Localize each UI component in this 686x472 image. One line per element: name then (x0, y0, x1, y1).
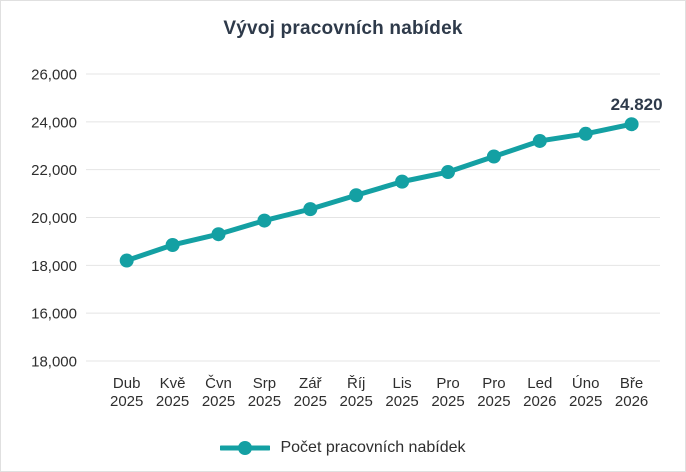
x-axis-tick-label: Čvn 2025 (202, 375, 235, 410)
data-point[interactable] (165, 237, 180, 252)
series-line (124, 121, 635, 264)
x-axis-tick-label: Pro 2025 (431, 375, 464, 410)
legend-line-marker-icon (220, 441, 271, 455)
data-point[interactable] (119, 253, 134, 268)
data-point[interactable] (624, 117, 639, 132)
last-point-value-label: 24.820 (611, 95, 663, 114)
y-axis-tick-label: 18,000 (31, 353, 77, 370)
x-axis-tick-label: Dub 2025 (110, 375, 143, 410)
x-axis-tick-label: Zář 2025 (294, 375, 327, 410)
y-axis-tick-label: 16,000 (31, 306, 77, 323)
data-point[interactable] (349, 188, 364, 203)
y-axis-tick-label: 24,000 (31, 114, 77, 131)
legend-label: Počet pracovních nabídek (280, 439, 466, 456)
x-axis-tick-label: Pro 2025 (477, 375, 510, 410)
y-axis-tick-label: 18,000 (31, 258, 77, 275)
x-axis-tick-label: Kvě 2025 (156, 375, 189, 410)
y-axis-tick-label: 26,000 (31, 67, 77, 84)
x-axis-tick-label: Led 2026 (523, 375, 556, 410)
data-point[interactable] (395, 174, 410, 189)
x-axis-tick-label: Bře 2026 (615, 375, 648, 410)
data-point[interactable] (211, 227, 226, 242)
data-point[interactable] (578, 126, 593, 141)
x-axis-tick-label: Lis 2025 (385, 375, 418, 410)
chart-title: Vývoj pracovních nabídek (223, 18, 463, 39)
data-point[interactable] (441, 165, 455, 180)
data-point[interactable] (532, 133, 547, 148)
data-point[interactable] (257, 213, 272, 228)
y-axis-tick-label: 20,000 (31, 210, 77, 227)
x-axis-tick-label: Úno 2025 (569, 375, 602, 410)
x-axis-tick-label: Říj 2025 (340, 375, 373, 410)
y-axis-tick-label: 22,000 (31, 162, 77, 179)
x-axis-tick-label: Srp 2025 (248, 375, 281, 410)
legend: Počet pracovních nabídek (1, 439, 685, 457)
legend-item[interactable]: Počet pracovních nabídek (220, 439, 466, 457)
data-point[interactable] (303, 202, 318, 217)
data-point[interactable] (486, 149, 501, 164)
